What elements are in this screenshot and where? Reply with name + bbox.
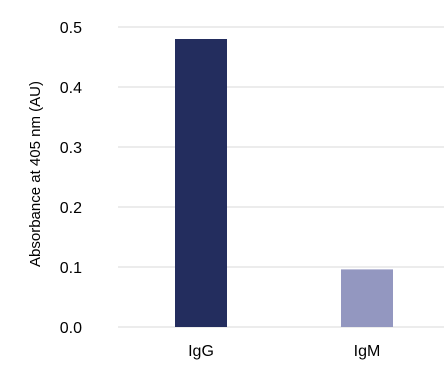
y-tick-label: 0.2 [60, 200, 82, 217]
gridlines [118, 26, 444, 328]
y-tick-label: 0.0 [60, 320, 82, 337]
y-tick-label: 0.4 [60, 80, 82, 97]
y-axis-title: Absorbance at 405 nm (AU) [27, 81, 44, 267]
bar-igg [175, 39, 227, 327]
bars [175, 39, 393, 327]
y-tick-label: 0.5 [60, 20, 82, 37]
x-tick-label: IgG [188, 343, 214, 360]
y-tick-label: 0.1 [60, 260, 82, 277]
bar-igm [341, 269, 393, 327]
x-tick-label: IgM [354, 343, 381, 360]
y-axis-tick-labels: 0.0 0.1 0.2 0.3 0.4 0.5 [60, 20, 82, 337]
x-axis-tick-labels: IgG IgM [188, 343, 380, 360]
y-tick-label: 0.3 [60, 140, 82, 157]
